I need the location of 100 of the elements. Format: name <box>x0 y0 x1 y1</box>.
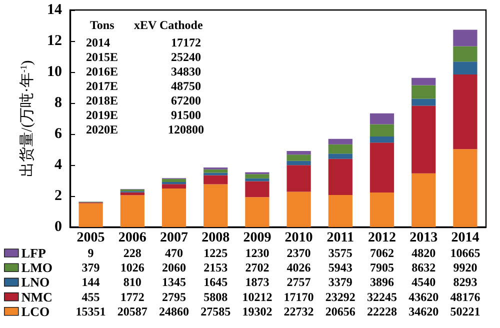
y-axis-title: 出货量/(万吨·年-1) <box>18 60 36 177</box>
text: 7062 <box>370 246 394 260</box>
bar <box>412 85 436 99</box>
text: 34620 <box>408 304 439 318</box>
text: 1345 <box>162 275 186 290</box>
text: 27585 <box>200 304 231 318</box>
x-tick-label: 2006 <box>118 230 146 246</box>
x-tick-label: 2012 <box>368 230 396 246</box>
bar <box>120 192 144 196</box>
text: 20587 <box>117 304 148 318</box>
bar <box>453 62 478 74</box>
text: 1645 <box>204 275 228 290</box>
bar <box>286 160 311 166</box>
text: 2153 <box>204 260 228 275</box>
annotation: 120800 <box>168 122 204 136</box>
text: 4540 <box>412 275 436 290</box>
bar <box>245 178 270 182</box>
x-tick-label: 2008 <box>202 230 230 246</box>
bar <box>328 138 352 144</box>
bar <box>162 178 186 182</box>
bar <box>328 144 352 154</box>
annotation: 2020E <box>86 122 118 136</box>
text: 23292 <box>325 290 356 304</box>
text: 228 <box>123 246 142 260</box>
bar <box>78 203 103 227</box>
text: 455 <box>82 290 100 304</box>
bar <box>286 165 311 192</box>
text: 1873 <box>245 275 270 290</box>
x-tick-label: 2009 <box>243 230 272 246</box>
legend-label: LNO <box>21 274 50 290</box>
text: 4820 <box>412 246 436 260</box>
annotation: 2018E <box>86 94 118 108</box>
bar <box>370 136 394 143</box>
text: 22228 <box>367 304 397 318</box>
text: 43620 <box>408 290 439 304</box>
text: 2702 <box>245 260 270 275</box>
legend-label: LFP <box>21 246 46 260</box>
text: 48176 <box>450 290 480 304</box>
legend-label: NMC <box>21 289 52 304</box>
bar <box>245 181 270 198</box>
bar <box>162 184 186 188</box>
annotation: 2016E <box>86 64 118 78</box>
text: 3896 <box>370 275 394 290</box>
bar <box>328 194 352 227</box>
bar <box>245 197 270 227</box>
y-tick-label: 4 <box>54 157 62 173</box>
text: 15351 <box>76 304 106 318</box>
annotation: 2019E <box>86 108 118 122</box>
annotation: 48750 <box>171 79 201 93</box>
annotation: 17172 <box>171 36 201 50</box>
text: 5943 <box>328 260 352 275</box>
x-tick-label: 2005 <box>76 230 105 246</box>
text: 2795 <box>162 290 186 304</box>
bar <box>286 192 311 227</box>
text: 1026 <box>120 260 144 275</box>
text: 810 <box>123 275 142 290</box>
bar <box>370 142 394 193</box>
x-tick-label: 2007 <box>160 230 188 246</box>
bar <box>328 154 352 159</box>
bar <box>286 154 311 161</box>
bar <box>204 175 228 184</box>
text: 2060 <box>162 260 186 275</box>
bar <box>412 98 436 106</box>
text: 470 <box>165 246 183 260</box>
text: 19302 <box>242 304 272 318</box>
y-tick-label: 6 <box>54 126 62 142</box>
annotation: xEV Cathode <box>134 18 204 32</box>
text: 10212 <box>242 290 272 304</box>
text: 2370 <box>286 246 311 260</box>
bar <box>286 150 311 155</box>
bar <box>453 30 478 46</box>
annotation: 67200 <box>171 94 201 108</box>
legend-label: LMO <box>21 260 52 276</box>
x-tick-label: 2013 <box>410 230 438 246</box>
bar <box>370 124 394 137</box>
text: 1225 <box>204 246 228 260</box>
text: 24860 <box>159 304 189 318</box>
text: 10665 <box>450 246 480 260</box>
legend-label: LCO <box>21 304 50 319</box>
bar <box>245 174 270 178</box>
text: 9920 <box>453 260 478 275</box>
text: 3575 <box>328 246 352 260</box>
text: 144 <box>82 275 100 290</box>
bar <box>453 149 478 227</box>
text: 2757 <box>286 275 311 290</box>
bar <box>204 172 228 176</box>
text: 1772 <box>120 290 144 304</box>
y-tick-label: 0 <box>54 219 62 235</box>
x-tick-label: 2011 <box>326 230 354 246</box>
bar <box>370 192 394 227</box>
x-tick-label: 2010 <box>284 230 313 246</box>
y-tick-label: 14 <box>47 2 62 18</box>
text: 8293 <box>453 275 478 290</box>
bar <box>453 46 478 62</box>
bar <box>204 184 228 227</box>
annotation: Tons <box>90 18 115 32</box>
bar <box>412 106 436 174</box>
text: 9 <box>88 246 94 260</box>
annotation: 2017E <box>86 79 118 93</box>
text: 8632 <box>412 260 436 275</box>
